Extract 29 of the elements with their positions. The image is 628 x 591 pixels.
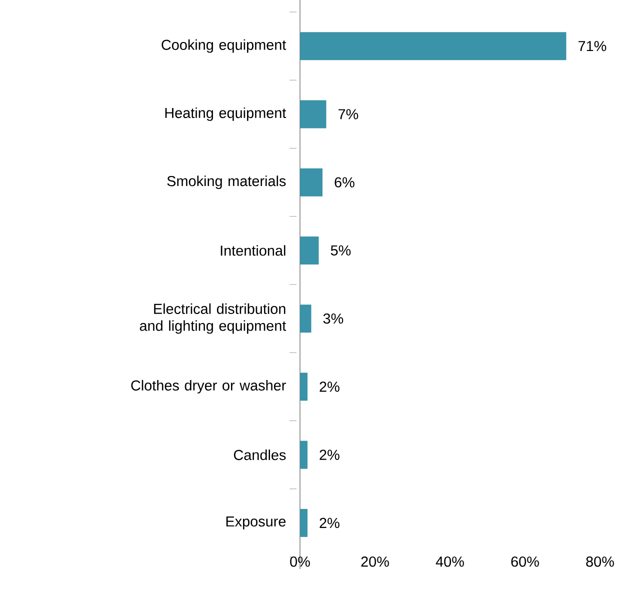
bar xyxy=(300,236,319,264)
bar xyxy=(300,100,326,128)
y-tick-label: Clothes dryer or washer xyxy=(131,380,286,394)
data-label: 2% xyxy=(320,450,340,460)
x-tick-label: 40% xyxy=(436,556,464,567)
x-tick-label: 60% xyxy=(511,556,539,567)
bar xyxy=(300,168,322,196)
data-label: 6% xyxy=(334,177,354,188)
bar xyxy=(300,32,566,60)
y-tick-label: Heating equipment xyxy=(165,107,286,121)
data-label: 5% xyxy=(330,245,351,256)
x-tick-label: 20% xyxy=(361,556,389,567)
y-tick-label: Electrical distribution and lighting equipment xyxy=(140,303,286,334)
x-tick-label: 80% xyxy=(586,556,614,567)
x-tick-label: 0% xyxy=(290,556,310,567)
data-label: 2% xyxy=(320,518,340,528)
y-tick-label: Exposure xyxy=(226,516,286,530)
data-label: 71% xyxy=(578,41,606,52)
data-label: 3% xyxy=(323,313,344,324)
bar xyxy=(300,372,308,401)
y-tick-label: Smoking materials xyxy=(167,176,286,190)
bar xyxy=(300,304,312,333)
bar xyxy=(300,508,308,537)
y-tick-label: Candles xyxy=(234,450,286,460)
data-label: 2% xyxy=(320,382,340,392)
y-tick-label: Cooking equipment xyxy=(162,39,286,53)
y-tick-label: Intentional xyxy=(220,245,286,256)
bar xyxy=(300,440,308,469)
data-label: 7% xyxy=(338,109,358,120)
